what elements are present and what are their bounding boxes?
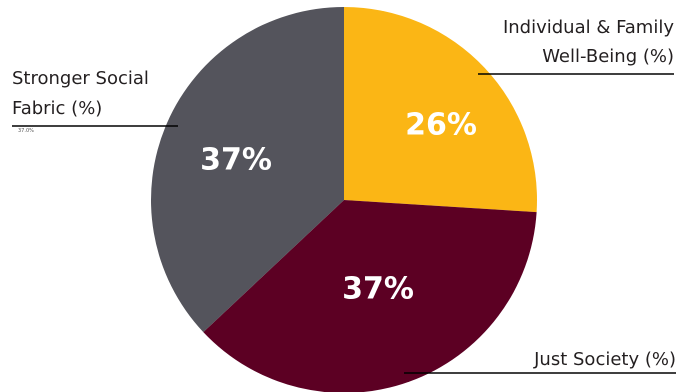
slice-category-label: Stronger Social (12, 68, 149, 89)
slice-percentage-label: 37% (342, 272, 414, 307)
slice-percentage-label: 26% (405, 108, 477, 143)
slice-category-label: Just Society (%) (533, 349, 676, 370)
pie-slice (203, 200, 537, 392)
category-labels: Individual & Family Well-Being (%) Just So… (12, 17, 676, 370)
slice-category-label: Individual & Family (503, 17, 674, 38)
slice-small-value-label: 37.0% (18, 128, 34, 134)
slice-category-label: Fabric (%) (12, 98, 102, 119)
slice-category-label: Well-Being (%) (542, 46, 674, 67)
slice-percentage-label: 37% (200, 143, 272, 178)
percentage-labels: 26% 37% 37% (200, 108, 477, 307)
pie-slice (344, 7, 538, 213)
pie-slices (150, 7, 538, 392)
leader-lines (12, 73, 676, 374)
pie-slice (150, 7, 344, 333)
